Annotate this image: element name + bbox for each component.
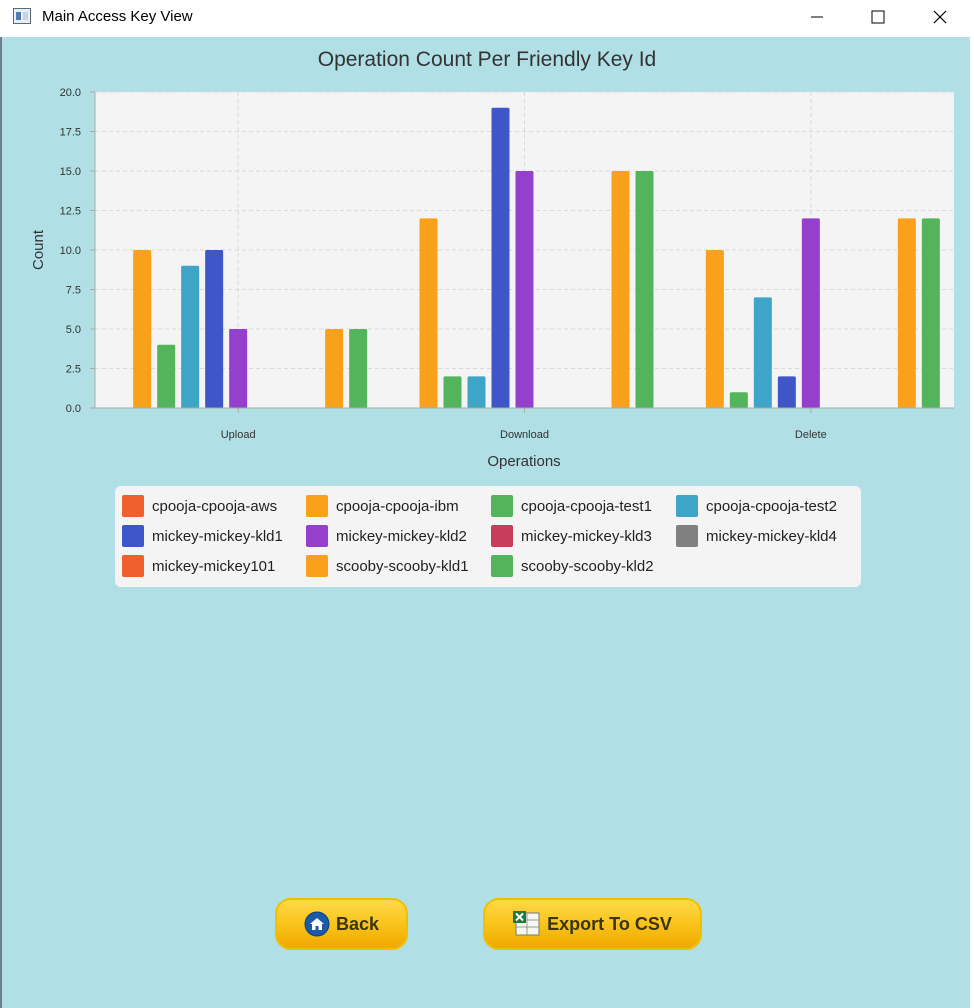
x-axis-ticks: Upload Download Delete: [221, 408, 827, 441]
legend-label: scooby-scooby-kld2: [521, 557, 654, 575]
bar: [467, 376, 486, 408]
legend-item: cpooja-cpooja-aws: [122, 494, 277, 518]
y-tick-label: 2.5: [66, 364, 81, 376]
maximize-icon: [871, 10, 885, 23]
legend-item: scooby-scooby-kld2: [491, 554, 654, 578]
bar: [753, 297, 772, 408]
x-tick-label: Download: [500, 429, 549, 441]
bar: [133, 250, 152, 408]
export-button-label: Export To CSV: [547, 913, 672, 934]
legend-swatch: [122, 555, 144, 577]
legend-swatch: [306, 525, 328, 547]
legend-swatch: [676, 495, 698, 517]
legend-item: mickey-mickey-kld1: [122, 524, 283, 548]
bar: [729, 392, 748, 408]
bar: [443, 376, 462, 408]
legend-item: mickey-mickey-kld3: [491, 524, 652, 548]
window-border: [0, 37, 2, 1008]
back-button[interactable]: Back: [275, 898, 408, 950]
window-title: Main Access Key View: [42, 8, 193, 25]
x-tick-label: Upload: [221, 429, 256, 441]
legend-label: mickey-mickey-kld4: [706, 527, 837, 545]
legend-label: mickey-mickey-kld2: [336, 527, 467, 545]
legend-swatch: [676, 525, 698, 547]
legend-swatch: [491, 555, 513, 577]
bar: [801, 218, 820, 408]
maximize-button[interactable]: [848, 0, 908, 33]
legend-label: cpooja-cpooja-test2: [706, 497, 837, 515]
export-csv-button[interactable]: Export To CSV: [483, 898, 702, 950]
legend-item: mickey-mickey-kld2: [306, 524, 467, 548]
bar: [229, 329, 248, 408]
bar: [611, 171, 630, 408]
legend-label: mickey-mickey-kld1: [152, 527, 283, 545]
excel-icon: [513, 911, 540, 936]
home-icon: [304, 911, 330, 937]
legend-swatch: [122, 525, 144, 547]
legend-item: cpooja-cpooja-test1: [491, 494, 652, 518]
y-tick-label: 5.0: [66, 324, 81, 336]
x-axis-label: Operations: [487, 453, 560, 470]
legend-item: mickey-mickey101: [122, 554, 275, 578]
back-button-label: Back: [335, 913, 380, 934]
chart-title: Operation Count Per Friendly Key Id: [317, 48, 657, 71]
legend-label: cpooja-cpooja-test1: [521, 497, 652, 515]
legend-item: scooby-scooby-kld1: [306, 554, 469, 578]
bar: [515, 171, 534, 408]
y-tick-label: 15.0: [60, 166, 81, 178]
legend-swatch: [306, 555, 328, 577]
minimize-icon: [811, 16, 823, 17]
app-window-icon: [13, 8, 31, 24]
chart-legend: cpooja-cpooja-aws cpooja-cpooja-ibm cpooja…: [115, 486, 861, 587]
bar: [705, 250, 724, 408]
bar: [491, 107, 510, 409]
y-axis-ticks: 0.0 2.5 5.0 7.5 10.0 12.5 15.0 17.5 20.0: [60, 87, 95, 415]
legend-label: cpooja-cpooja-aws: [152, 497, 278, 515]
bar: [897, 218, 916, 408]
bar: [157, 344, 176, 408]
legend-item: cpooja-cpooja-test2: [676, 494, 837, 518]
bar-chart: 0.0 2.5 5.0 7.5 10.0 12.5 15.0 17.5 20.0 Upload D…: [30, 87, 954, 470]
bar: [205, 250, 224, 408]
window-border-right: [970, 37, 974, 1008]
legend-label: mickey-mickey-kld3: [521, 527, 652, 545]
close-icon: [933, 10, 947, 23]
y-tick-label: 0.0: [66, 403, 81, 415]
legend-label: cpooja-cpooja-ibm: [336, 497, 459, 515]
legend-label: scooby-scooby-kld1: [336, 557, 469, 575]
bar: [325, 329, 344, 408]
legend-swatch: [122, 495, 144, 517]
y-tick-label: 10.0: [60, 245, 81, 257]
x-tick-label: Delete: [795, 429, 827, 441]
bar: [349, 329, 368, 408]
bar: [635, 171, 654, 408]
close-button[interactable]: [910, 0, 970, 33]
window-titlebar: Main Access Key View: [0, 0, 974, 37]
legend-swatch: [491, 495, 513, 517]
y-tick-label: 17.5: [60, 127, 81, 139]
legend-swatch: [491, 525, 513, 547]
y-tick-label: 20.0: [60, 87, 81, 99]
legend-label: mickey-mickey101: [152, 557, 276, 575]
y-tick-label: 12.5: [60, 206, 81, 218]
legend-item: cpooja-cpooja-ibm: [306, 494, 459, 518]
chart-bars: [133, 107, 940, 409]
minimize-button[interactable]: [787, 0, 847, 33]
legend-item: mickey-mickey-kld4: [676, 524, 837, 548]
bar: [181, 265, 200, 408]
y-axis-label: Count: [30, 229, 47, 270]
bar: [777, 376, 796, 408]
legend-swatch: [306, 495, 328, 517]
y-tick-label: 7.5: [66, 285, 81, 297]
bar: [419, 218, 438, 408]
bar: [921, 218, 940, 408]
